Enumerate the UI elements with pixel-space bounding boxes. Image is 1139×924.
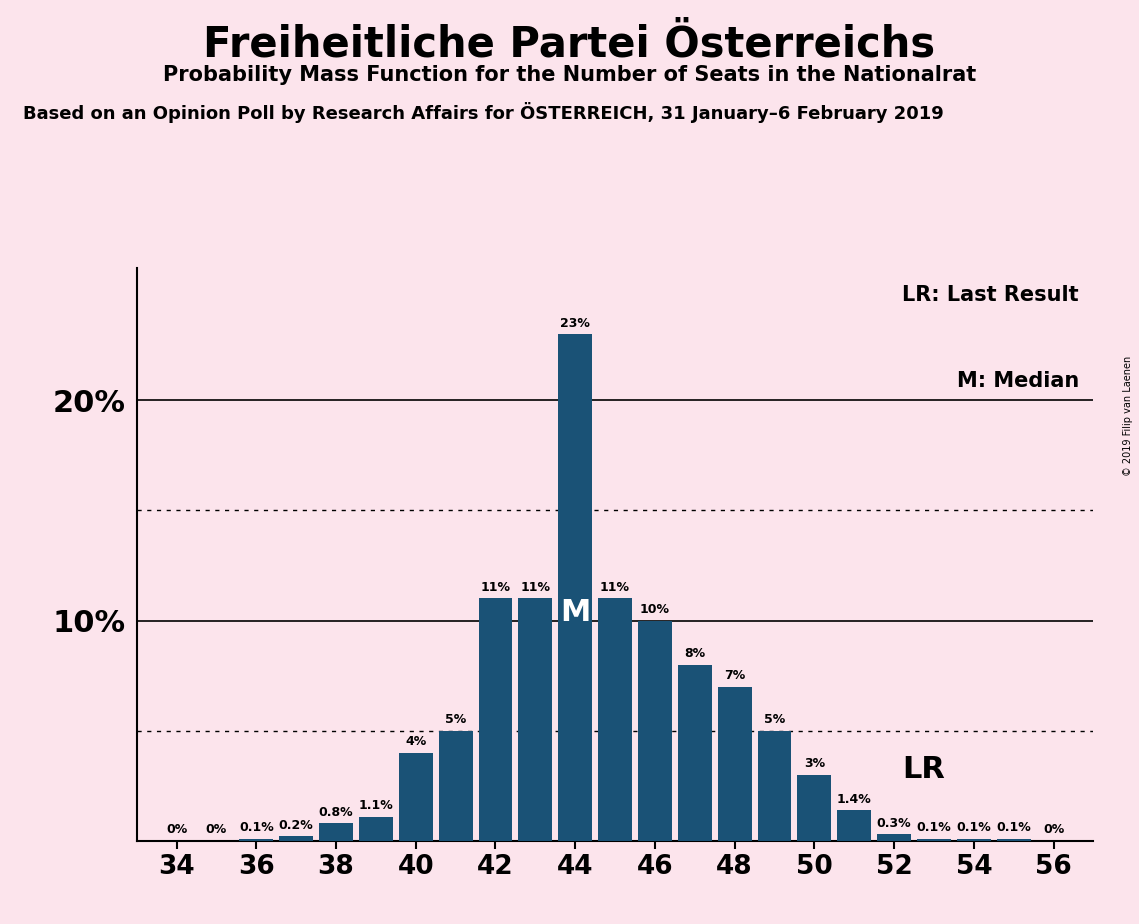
Text: 0.1%: 0.1% [957,821,991,834]
Text: 4%: 4% [405,736,426,748]
Bar [239,839,273,841]
Text: 10%: 10% [640,603,670,616]
Text: 0%: 0% [206,823,227,836]
Bar [439,731,473,841]
Text: 0.1%: 0.1% [997,821,1031,834]
Text: 5%: 5% [445,713,466,726]
Bar [478,599,513,841]
Text: 0%: 0% [166,823,187,836]
Text: Probability Mass Function for the Number of Seats in the Nationalrat: Probability Mass Function for the Number… [163,65,976,85]
Text: 0.8%: 0.8% [319,806,353,819]
Text: 5%: 5% [764,713,785,726]
Text: Based on an Opinion Poll by Research Affairs for ÖSTERREICH, 31 January–6 Februa: Based on an Opinion Poll by Research Aff… [23,102,943,123]
Bar [558,334,592,841]
Bar [797,774,831,841]
Text: M: Median: M: Median [957,371,1079,391]
Bar [399,753,433,841]
Bar [917,839,951,841]
Bar [518,599,552,841]
Text: 0.1%: 0.1% [239,821,273,834]
Bar [319,823,353,841]
Bar [678,664,712,841]
Bar [757,731,792,841]
Bar [837,810,871,841]
Text: 1.4%: 1.4% [837,793,871,806]
Text: 23%: 23% [560,317,590,330]
Text: 0%: 0% [1043,823,1064,836]
Bar [877,834,911,841]
Bar [279,836,313,841]
Text: Freiheitliche Partei Österreichs: Freiheitliche Partei Österreichs [204,23,935,65]
Text: 0.1%: 0.1% [917,821,951,834]
Bar [957,839,991,841]
Text: LR: Last Result: LR: Last Result [902,286,1079,305]
Text: 3%: 3% [804,758,825,771]
Text: 0.3%: 0.3% [877,817,911,830]
Text: 7%: 7% [724,669,745,682]
Text: 11%: 11% [521,581,550,594]
Text: 11%: 11% [481,581,510,594]
Bar [997,839,1031,841]
Text: 1.1%: 1.1% [359,799,393,812]
Text: LR: LR [902,755,945,784]
Bar [718,687,752,841]
Bar [638,621,672,841]
Text: 0.2%: 0.2% [279,819,313,832]
Text: M: M [560,598,590,627]
Bar [598,599,632,841]
Text: © 2019 Filip van Laenen: © 2019 Filip van Laenen [1123,356,1133,476]
Text: 8%: 8% [685,647,705,660]
Bar [359,817,393,841]
Text: 11%: 11% [600,581,630,594]
